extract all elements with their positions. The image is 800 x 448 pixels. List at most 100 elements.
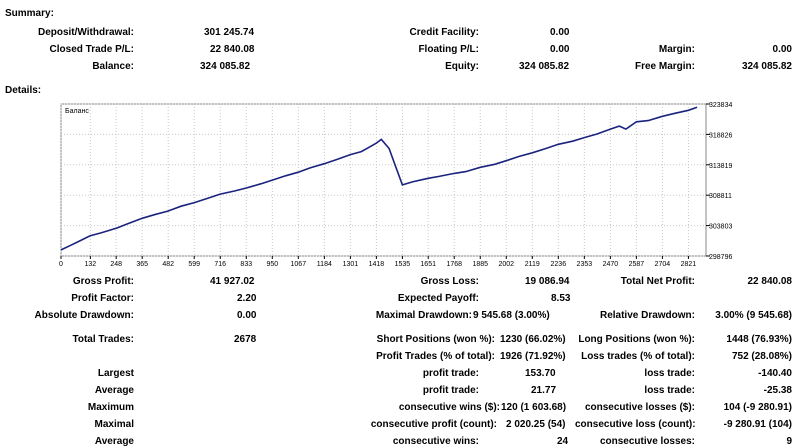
largest-profit-label: profit trade: bbox=[422, 368, 479, 379]
profit-trades-value: 1926 (71.92%) bbox=[500, 351, 566, 362]
summary-heading: Summary: bbox=[5, 8, 54, 19]
largest-loss-value: -140.40 bbox=[758, 368, 792, 379]
max-cons-wins-label: consecutive wins ($): bbox=[398, 402, 500, 413]
x-tick-label: 2353 bbox=[577, 261, 593, 268]
total-net-label: Total Net Profit: bbox=[620, 276, 695, 287]
balance-label: Balance: bbox=[92, 61, 134, 72]
max-cons-losses-value: 104 (-9 280.91) bbox=[723, 402, 792, 413]
y-tick-label: 323834 bbox=[709, 102, 732, 109]
x-tick-label: 599 bbox=[188, 261, 200, 268]
avg-cons-wins-label: consecutive wins: bbox=[392, 436, 479, 447]
x-tick-label: 2587 bbox=[629, 261, 645, 268]
x-tick-label: 1768 bbox=[446, 261, 462, 268]
rel-drawdown-value: 3.00% (9 545.68) bbox=[715, 310, 792, 321]
gross-loss-value: 19 086.94 bbox=[525, 276, 570, 287]
x-tick-label: 2236 bbox=[551, 261, 567, 268]
max-cons-losses-label: consecutive losses ($): bbox=[584, 402, 695, 413]
x-tick-label: 833 bbox=[240, 261, 252, 268]
average-loss-value: -25.38 bbox=[763, 385, 792, 396]
average-loss-label: loss trade: bbox=[644, 385, 695, 396]
avg-cons-losses-value: 9 bbox=[786, 436, 792, 447]
max-drawdown-value: 9 545.68 (3.00%) bbox=[473, 310, 550, 321]
max-cons-wins-value: 120 (1 603.68) bbox=[501, 402, 567, 413]
x-tick-label: 2470 bbox=[603, 261, 619, 268]
closed-value: 22 840.08 bbox=[210, 44, 255, 55]
loss-trades-label: Loss trades (% of total): bbox=[581, 351, 695, 362]
floating-label: Floating P/L: bbox=[418, 44, 479, 55]
gross-profit-label: Gross Profit: bbox=[72, 276, 134, 287]
deposit-label: Deposit/Withdrawal: bbox=[37, 27, 134, 38]
closed-label: Closed Trade P/L: bbox=[49, 44, 134, 55]
total-net-value: 22 840.08 bbox=[747, 276, 793, 287]
gross-loss-label: Gross Loss: bbox=[420, 276, 479, 287]
abs-drawdown-label: Absolute Drawdown: bbox=[34, 310, 134, 321]
abs-drawdown-value: 0.00 bbox=[237, 310, 257, 321]
y-tick-label: 298796 bbox=[709, 254, 732, 261]
y-tick-label: 308811 bbox=[709, 193, 732, 200]
credit-value: 0.00 bbox=[550, 27, 570, 38]
x-tick-label: 1885 bbox=[472, 261, 488, 268]
y-tick-label: 318826 bbox=[709, 132, 732, 139]
margin-label: Margin: bbox=[658, 44, 695, 55]
rel-drawdown-label: Relative Drawdown: bbox=[599, 310, 695, 321]
profit-factor-value: 2.20 bbox=[237, 293, 257, 304]
total-trades-value: 2678 bbox=[234, 334, 257, 345]
x-tick-label: 2119 bbox=[525, 261, 540, 268]
maximal-label: Maximal bbox=[94, 419, 134, 430]
balance-line bbox=[60, 106, 698, 251]
credit-label: Credit Facility: bbox=[409, 27, 479, 38]
largest-profit-value: 153.70 bbox=[525, 368, 556, 379]
gross-profit-value: 41 927.02 bbox=[210, 276, 255, 287]
loss-trades-value: 752 (28.08%) bbox=[731, 351, 792, 362]
x-tick-label: 132 bbox=[85, 261, 97, 268]
avg-cons-losses-label: consecutive losses: bbox=[599, 436, 695, 447]
maximal-loss-value: -9 280.91 (104) bbox=[723, 419, 792, 430]
x-tick-label: 2821 bbox=[681, 261, 697, 268]
maximal-profit-value: 2 020.25 (54) bbox=[506, 419, 566, 430]
profit-trades-label: Profit Trades (% of total): bbox=[376, 351, 495, 362]
average-label: Average bbox=[94, 385, 134, 396]
x-tick-label: 1418 bbox=[369, 261, 385, 268]
total-trades-label: Total Trades: bbox=[72, 334, 135, 345]
x-tick-label: 2002 bbox=[498, 261, 514, 268]
maximal-loss-label: consecutive loss (count): bbox=[575, 419, 696, 430]
expected-payoff-label: Expected Payoff: bbox=[397, 293, 479, 304]
expected-payoff-value: 8.53 bbox=[551, 293, 571, 304]
average2-label: Average bbox=[94, 436, 134, 447]
x-tick-label: 248 bbox=[110, 261, 122, 268]
largest-loss-label: loss trade: bbox=[644, 368, 695, 379]
x-tick-label: 0 bbox=[59, 261, 63, 268]
y-tick-label: 303803 bbox=[709, 224, 732, 231]
long-pos-value: 1448 (76.93%) bbox=[726, 334, 792, 345]
short-pos-label: Short Positions (won %): bbox=[376, 334, 495, 345]
max-drawdown-label: Maximal Drawdown: bbox=[375, 310, 472, 321]
x-tick-label: 950 bbox=[266, 261, 278, 268]
balance-chart: 323834 318826 313819 308811 303803 298796 0 132… bbox=[59, 102, 732, 268]
x-tick-label: 1651 bbox=[420, 261, 436, 268]
maximum-label: Maximum bbox=[87, 402, 134, 413]
details-heading: Details: bbox=[5, 85, 42, 96]
x-tick-label: 1301 bbox=[343, 261, 359, 268]
x-tick-label: 1535 bbox=[395, 261, 411, 268]
deposit-value: 301 245.74 bbox=[204, 27, 255, 38]
largest-label: Largest bbox=[97, 368, 134, 379]
x-tick-label: 2704 bbox=[655, 261, 671, 268]
equity-label: Equity: bbox=[445, 61, 479, 72]
short-pos-value: 1230 (66.02%) bbox=[500, 334, 566, 345]
free-margin-value: 324 085.82 bbox=[741, 61, 792, 72]
x-tick-label: 1184 bbox=[317, 261, 332, 268]
x-tick-label: 482 bbox=[162, 261, 174, 268]
x-tick-label: 716 bbox=[214, 261, 226, 268]
maximal-profit-label: consecutive profit (count): bbox=[370, 419, 497, 430]
avg-cons-wins-value: 24 bbox=[557, 436, 569, 447]
average-profit-label: profit trade: bbox=[422, 385, 479, 396]
average-profit-value: 21.77 bbox=[531, 385, 557, 396]
chart-title: Баланс bbox=[65, 108, 89, 115]
floating-value: 0.00 bbox=[550, 44, 570, 55]
profit-factor-label: Profit Factor: bbox=[71, 293, 134, 304]
equity-value: 324 085.82 bbox=[519, 61, 570, 72]
free-margin-label: Free Margin: bbox=[634, 61, 695, 72]
margin-value: 0.00 bbox=[772, 44, 792, 55]
long-pos-label: Long Positions (won %): bbox=[578, 334, 695, 345]
x-tick-label: 365 bbox=[136, 261, 148, 268]
